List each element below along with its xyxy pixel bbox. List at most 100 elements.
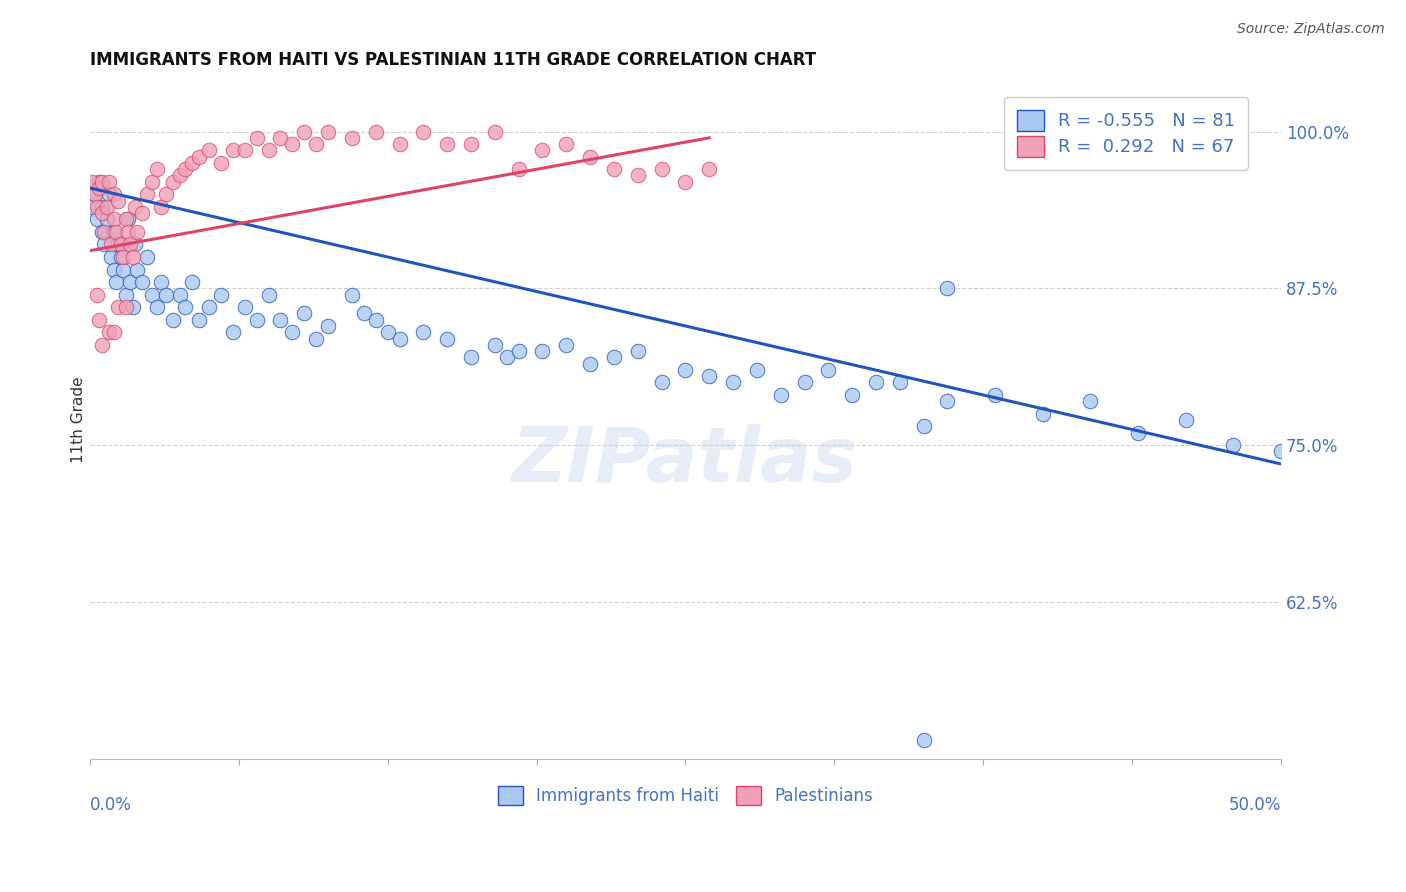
Point xyxy=(127,262,149,277)
Point xyxy=(460,137,482,152)
Point xyxy=(364,312,387,326)
Point xyxy=(117,212,139,227)
Text: ZIPatlas: ZIPatlas xyxy=(512,424,859,498)
Point xyxy=(292,306,315,320)
Point xyxy=(103,225,125,239)
Point xyxy=(555,137,578,152)
Point xyxy=(90,175,112,189)
Point xyxy=(627,169,650,183)
Point xyxy=(436,332,458,346)
Point xyxy=(120,275,142,289)
Point xyxy=(484,338,506,352)
Point xyxy=(90,206,112,220)
Point xyxy=(721,376,744,390)
Point xyxy=(603,162,626,177)
Point xyxy=(181,156,204,170)
Point xyxy=(96,200,118,214)
Point xyxy=(1222,438,1244,452)
Point xyxy=(89,312,111,326)
Point xyxy=(222,325,245,339)
Point xyxy=(124,237,146,252)
Point xyxy=(141,175,163,189)
Point xyxy=(697,162,720,177)
Point xyxy=(269,130,291,145)
Point xyxy=(484,124,506,138)
Point xyxy=(90,200,112,214)
Point xyxy=(89,181,111,195)
Point xyxy=(531,144,554,158)
Text: Source: ZipAtlas.com: Source: ZipAtlas.com xyxy=(1237,22,1385,37)
Point xyxy=(150,200,173,214)
Point xyxy=(169,169,191,183)
Point xyxy=(603,351,626,365)
Point xyxy=(388,332,411,346)
Point xyxy=(103,187,125,202)
Point xyxy=(162,175,184,189)
Point xyxy=(412,325,434,339)
Point xyxy=(121,250,143,264)
Point xyxy=(107,237,129,252)
Point xyxy=(1080,394,1102,409)
Point xyxy=(697,369,720,384)
Point xyxy=(209,287,232,301)
Point xyxy=(90,338,112,352)
Point xyxy=(495,351,517,365)
Point xyxy=(627,344,650,359)
Point xyxy=(112,262,135,277)
Point xyxy=(269,312,291,326)
Point xyxy=(531,344,554,359)
Point xyxy=(103,262,125,277)
Point xyxy=(83,187,105,202)
Point xyxy=(673,363,696,377)
Point xyxy=(1032,407,1054,421)
Point xyxy=(198,144,221,158)
Point xyxy=(105,275,128,289)
Point xyxy=(817,363,839,377)
Point xyxy=(377,325,399,339)
Point xyxy=(145,300,167,314)
Point xyxy=(103,212,125,227)
Point xyxy=(155,187,177,202)
Point xyxy=(673,175,696,189)
Point xyxy=(110,250,132,264)
Point xyxy=(188,150,211,164)
Point xyxy=(233,300,256,314)
Point xyxy=(865,376,887,390)
Point xyxy=(364,124,387,138)
Point xyxy=(246,312,269,326)
Point xyxy=(100,250,122,264)
Point xyxy=(340,130,363,145)
Point xyxy=(508,344,530,359)
Point xyxy=(121,300,143,314)
Point xyxy=(136,250,159,264)
Point xyxy=(114,300,136,314)
Point xyxy=(1270,444,1292,458)
Point xyxy=(181,275,204,289)
Point xyxy=(388,137,411,152)
Text: IMMIGRANTS FROM HAITI VS PALESTINIAN 11TH GRADE CORRELATION CHART: IMMIGRANTS FROM HAITI VS PALESTINIAN 11T… xyxy=(90,51,815,69)
Point xyxy=(222,144,245,158)
Point xyxy=(90,225,112,239)
Point xyxy=(246,130,269,145)
Point xyxy=(97,175,120,189)
Point xyxy=(93,237,115,252)
Text: 50.0%: 50.0% xyxy=(1229,796,1281,814)
Point xyxy=(93,225,115,239)
Point xyxy=(769,388,792,402)
Point xyxy=(353,306,375,320)
Point xyxy=(651,162,673,177)
Point xyxy=(412,124,434,138)
Point xyxy=(912,733,935,747)
Point xyxy=(555,338,578,352)
Point xyxy=(651,376,673,390)
Point xyxy=(96,212,118,227)
Point xyxy=(889,376,911,390)
Point xyxy=(198,300,221,314)
Point xyxy=(169,287,191,301)
Point xyxy=(127,225,149,239)
Point xyxy=(257,144,280,158)
Point xyxy=(209,156,232,170)
Point xyxy=(100,237,122,252)
Point xyxy=(460,351,482,365)
Point xyxy=(136,187,159,202)
